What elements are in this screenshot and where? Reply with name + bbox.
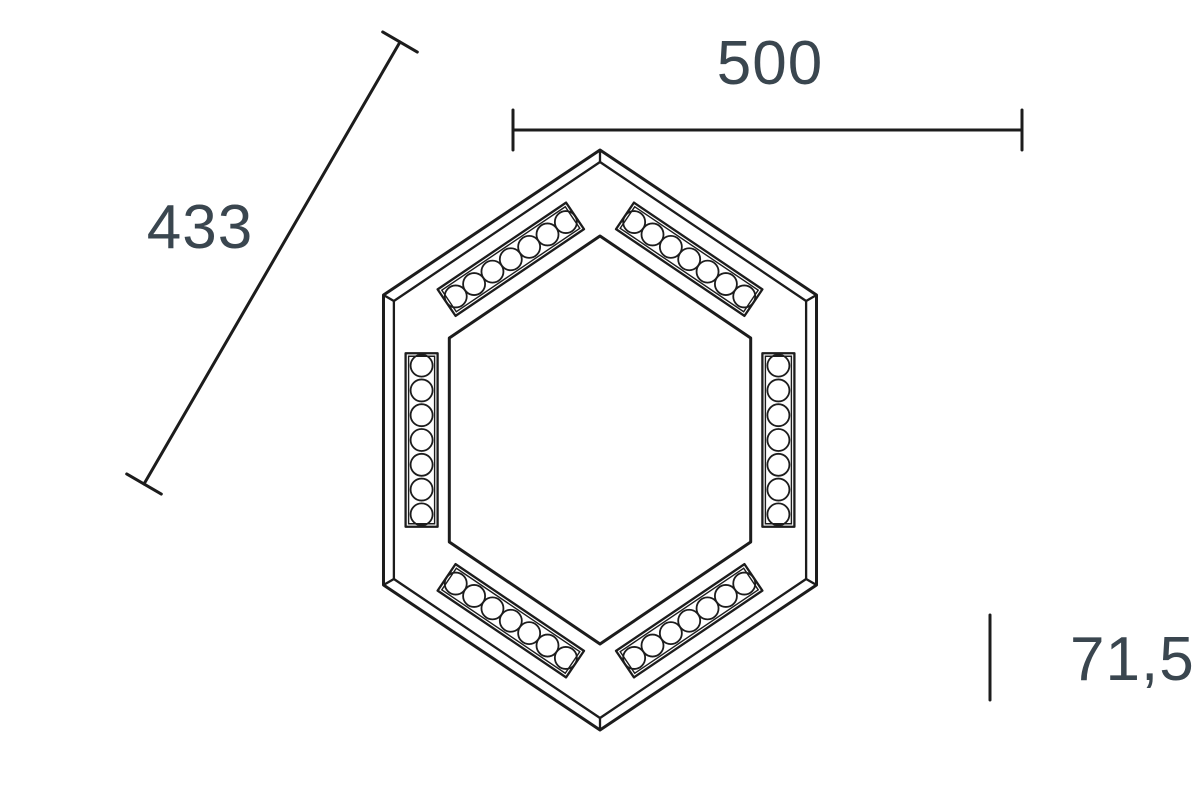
dimension-lines — [127, 32, 1022, 700]
dimension-height: 71,5 — [1070, 625, 1195, 694]
technical-drawing: 500 433 71,5 — [0, 0, 1200, 800]
dimension-width: 500 — [717, 29, 823, 98]
dimension-side: 433 — [147, 193, 253, 262]
hexagon-fixture — [383, 150, 816, 730]
led-strips — [406, 203, 795, 678]
